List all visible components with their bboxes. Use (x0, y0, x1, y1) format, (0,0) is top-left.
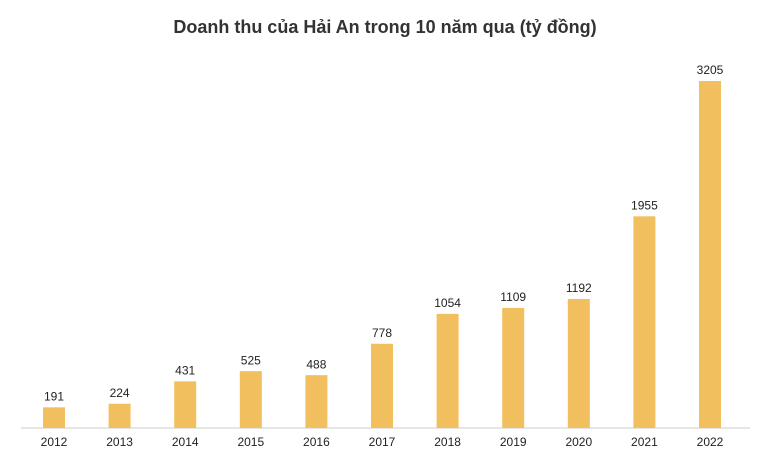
x-tick-label: 2016 (303, 435, 330, 449)
bar (305, 375, 328, 428)
data-label: 525 (241, 353, 261, 367)
bar (108, 403, 131, 428)
data-label: 1109 (500, 290, 526, 304)
x-tick-label: 2020 (565, 435, 592, 449)
x-tick-label: 2015 (237, 435, 264, 449)
x-tick-label: 2014 (172, 435, 199, 449)
data-label: 431 (175, 364, 195, 378)
bar (174, 381, 197, 428)
bar (567, 298, 590, 428)
data-label: 1054 (434, 296, 461, 310)
data-label: 1192 (566, 281, 592, 295)
bar (436, 313, 459, 428)
data-label: 488 (306, 357, 326, 371)
data-label: 778 (372, 326, 392, 340)
x-tick-label: 2018 (434, 435, 461, 449)
data-label: 1955 (631, 199, 658, 213)
x-tick-label: 2017 (369, 435, 396, 449)
bar (239, 371, 262, 428)
x-tick-label: 2012 (41, 435, 68, 449)
x-tick-label: 2013 (106, 435, 133, 449)
data-label: 3205 (697, 63, 724, 77)
bar (633, 216, 656, 428)
bar (699, 81, 721, 428)
bar (502, 307, 525, 428)
x-tick-label: 2022 (697, 435, 724, 449)
x-tick-label: 2019 (500, 435, 527, 449)
data-label: 191 (44, 389, 64, 403)
x-tick-label: 2021 (631, 435, 658, 449)
chart-title: Doanh thu của Hải An trong 10 năm qua (t… (173, 17, 596, 37)
data-label: 224 (110, 386, 130, 400)
bar (371, 343, 393, 428)
bar (43, 407, 65, 428)
